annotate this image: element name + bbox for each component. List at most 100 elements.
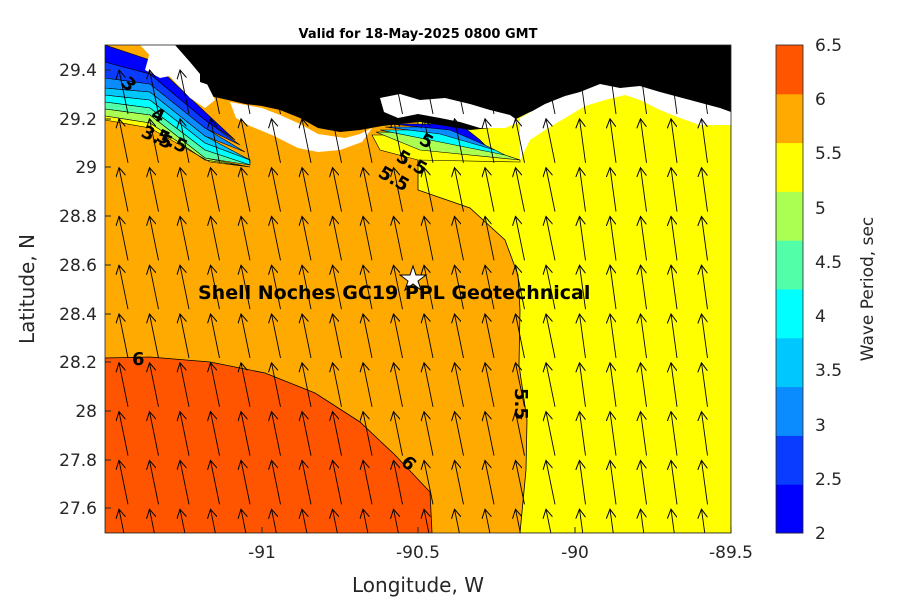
plot-area <box>105 45 731 533</box>
colorbar-segment <box>776 45 803 95</box>
wave-arrow <box>516 216 525 261</box>
colorbar-tick-label: 2.5 <box>815 470 842 490</box>
colorbar-tick-label: 3 <box>815 416 826 436</box>
wave-arrow <box>455 363 464 407</box>
wave-arrow <box>241 70 251 115</box>
wave-arrow <box>150 412 159 456</box>
wave-arrow <box>241 216 251 261</box>
wave-arrow <box>485 70 495 115</box>
wave-arrow <box>272 119 281 163</box>
wave-arrow <box>702 363 708 407</box>
wave-arrow <box>702 265 708 310</box>
x-axis-label: Longitude, W <box>352 573 484 597</box>
wave-arrow <box>394 265 403 310</box>
wave-arrow <box>671 70 678 115</box>
wave-arrow <box>610 460 617 505</box>
wave-arrow <box>150 70 159 115</box>
wave-arrow <box>610 168 617 212</box>
wave-arrow <box>302 265 312 310</box>
wave-arrow <box>671 168 678 212</box>
wave-arrow <box>363 460 373 505</box>
wave-arrow <box>302 70 312 115</box>
wave-arrow <box>546 314 556 359</box>
y-tick-label: 28 <box>75 402 97 422</box>
wave-arrow <box>702 509 708 533</box>
colorbar-segment <box>776 142 803 192</box>
wave-arrow <box>424 265 434 310</box>
wave-arrow <box>702 119 708 163</box>
wave-arrow <box>211 265 220 310</box>
colorbar-tick-label: 5.5 <box>815 144 842 164</box>
wave-arrow <box>424 412 434 456</box>
wave-arrow <box>363 70 373 115</box>
wave-arrow <box>150 119 159 163</box>
wave-arrow <box>363 412 373 456</box>
wave-arrow <box>455 216 464 261</box>
wave-arrow <box>150 363 159 407</box>
colorbar-segment <box>776 337 803 388</box>
wave-arrow <box>671 119 678 163</box>
wave-arrow <box>180 412 190 456</box>
wave-arrow <box>641 70 647 115</box>
wave-arrow <box>546 412 556 456</box>
wave-arrow <box>211 119 220 163</box>
wave-arrow <box>180 265 190 310</box>
wave-arrow <box>516 460 525 505</box>
wave-arrow <box>485 168 495 212</box>
colorbar-label: Wave Period, sec <box>858 217 878 362</box>
contour-label: 6 <box>132 349 145 370</box>
wave-arrow <box>485 314 495 359</box>
wave-arrow <box>702 168 708 212</box>
wave-arrow <box>641 119 647 163</box>
wave-arrow <box>610 314 617 359</box>
wave-arrow <box>516 265 525 310</box>
wave-arrow <box>580 460 586 505</box>
wave-arrow <box>702 460 708 505</box>
wave-arrow <box>333 265 342 310</box>
wave-arrow <box>363 265 373 310</box>
wave-arrow <box>211 314 220 359</box>
colorbar-tick-label: 6.5 <box>815 36 842 56</box>
wave-arrow <box>580 265 586 310</box>
wave-arrow <box>119 216 129 261</box>
wave-arrow <box>424 216 434 261</box>
wave-arrow <box>485 460 495 505</box>
wave-arrow <box>302 412 312 456</box>
colorbar-segment <box>776 435 803 485</box>
y-tick-label: 27.6 <box>59 499 97 519</box>
wave-arrow <box>516 509 525 533</box>
wave-arrow <box>455 460 464 505</box>
wave-arrow <box>241 168 251 212</box>
wave-arrow <box>546 70 556 115</box>
wave-arrow <box>671 363 678 407</box>
wave-arrow <box>546 460 556 505</box>
wave-arrow <box>302 216 312 261</box>
wave-arrow <box>363 314 373 359</box>
x-tick-label: -89.5 <box>709 543 753 563</box>
wave-arrow <box>333 509 342 533</box>
wave-arrow <box>702 70 708 115</box>
wave-arrow <box>455 265 464 310</box>
wave-arrow <box>211 168 220 212</box>
y-axis <box>105 69 111 509</box>
wave-arrow <box>302 509 311 533</box>
colorbar-frame <box>775 44 804 534</box>
wave-arrow <box>485 509 494 533</box>
y-tick-label: 29.4 <box>59 61 97 81</box>
wave-arrow <box>516 70 525 115</box>
wave-arrow <box>363 168 373 212</box>
wave-arrow <box>641 509 647 533</box>
wave-arrow <box>119 412 129 456</box>
wave-arrow <box>580 216 586 261</box>
wave-arrow <box>180 509 189 533</box>
wave-arrow <box>546 363 556 407</box>
wave-arrow <box>485 119 495 163</box>
wave-arrow <box>702 314 708 359</box>
wave-arrow <box>394 119 403 163</box>
wave-arrow <box>455 70 464 115</box>
band-5-5.5 <box>417 45 731 533</box>
wave-arrow <box>119 314 129 359</box>
wave-arrow <box>424 363 434 407</box>
nearshore-central-gradient <box>371 123 521 163</box>
wave-arrow <box>610 509 616 533</box>
